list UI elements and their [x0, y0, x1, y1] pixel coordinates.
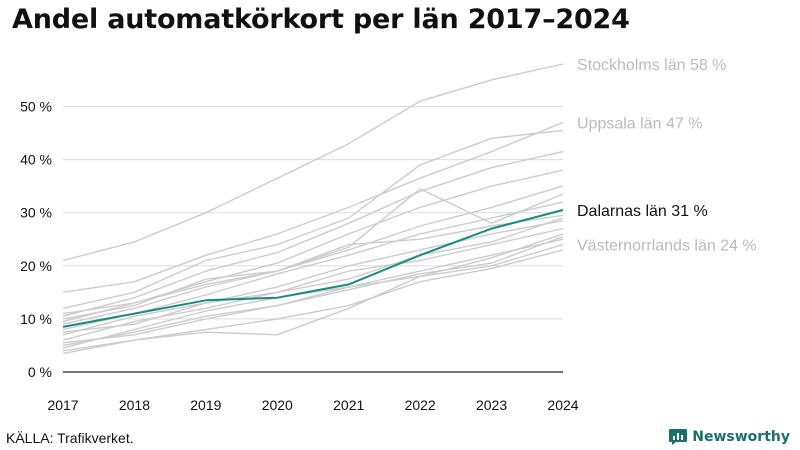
- y-tick-label: 0 %: [28, 364, 52, 380]
- x-tick-label: 2018: [119, 397, 150, 413]
- series-line-dalarnas-län: [62, 209, 564, 328]
- context-series-line: [62, 214, 564, 320]
- x-tick-label: 2020: [262, 397, 293, 413]
- context-series-line: [62, 238, 564, 349]
- x-tick-label: 2022: [405, 397, 436, 413]
- brand-logo: Newsworthy: [668, 428, 790, 446]
- x-tick-label: 2017: [47, 397, 78, 413]
- y-tick-label: 30 %: [20, 205, 52, 221]
- context-series-line: [62, 185, 564, 325]
- context-series-line: [62, 188, 564, 315]
- series-label-stockholms-län: Stockholms län 58 %: [577, 57, 726, 74]
- y-tick-label: 10 %: [20, 311, 52, 327]
- x-tick-label: 2023: [476, 397, 507, 413]
- context-series-line: [62, 220, 564, 336]
- chart-title: Andel automatkörkort per län 2017–2024: [12, 4, 630, 35]
- x-tick-label: 2024: [547, 397, 578, 413]
- context-series-line: [62, 217, 564, 333]
- y-tick-label: 40 %: [20, 152, 52, 168]
- context-series-line: [62, 235, 564, 344]
- context-series-line: [62, 233, 564, 355]
- gridlines: [63, 105, 563, 373]
- source-note: KÄLLA: Trafikverket.: [6, 430, 134, 446]
- x-axis-ticks: 2017 2018 2019 2020 2021 2022 2023 2024: [47, 397, 578, 413]
- y-tick-label: 50 %: [20, 98, 52, 114]
- context-series-line: [62, 227, 564, 341]
- x-tick-label: 2021: [333, 397, 364, 413]
- context-series-line: [62, 150, 564, 317]
- series-line-västernorrlands-län: [62, 243, 564, 347]
- newsworthy-logo-icon: [669, 429, 688, 445]
- brand-name: Newsworthy: [692, 429, 790, 445]
- x-tick-label: 2019: [190, 397, 221, 413]
- series-label-dalarnas-län: Dalarnas län 31 %: [577, 203, 708, 220]
- series-label-uppsala-län: Uppsala län 47 %: [577, 115, 702, 132]
- y-tick-label: 20 %: [20, 258, 52, 274]
- series-label-västernorrlands-län: Västernorrlands län 24 %: [577, 238, 757, 255]
- context-series-group: [62, 129, 564, 355]
- y-axis-ticks: 0 % 10 % 20 % 30 % 40 % 50 %: [20, 98, 52, 380]
- series-end-labels: Stockholms län 58 % Uppsala län 47 % Dalar…: [577, 57, 757, 255]
- series-line-uppsala-län: [62, 121, 564, 293]
- labeled-series-group: [62, 63, 564, 347]
- series-line-stockholms-län: [62, 63, 564, 262]
- context-series-line: [62, 129, 564, 309]
